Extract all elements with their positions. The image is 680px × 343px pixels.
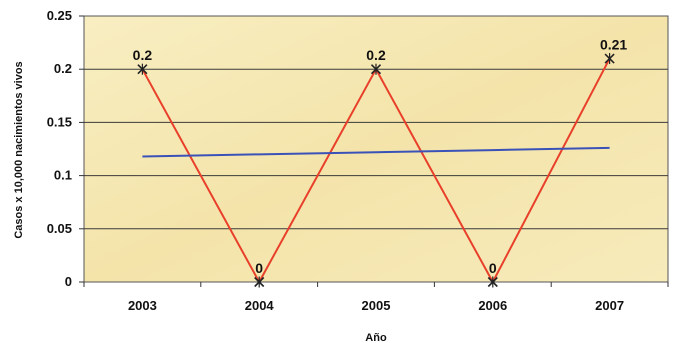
data-point-4 — [604, 53, 615, 65]
data-label-1: 0 — [255, 260, 263, 276]
x-tick-label-1: 2004 — [245, 298, 275, 313]
data-label-0: 0.2 — [133, 47, 153, 63]
y-tick-label-4: 0.2 — [54, 61, 72, 76]
y-tick-labels: 0 0.05 0.1 0.15 0.2 0.25 — [47, 8, 72, 289]
trendline — [142, 146, 610, 158]
data-point-1 — [254, 276, 265, 288]
data-point-0 — [137, 63, 148, 75]
x-tick-label-2: 2005 — [362, 298, 391, 313]
x-tick-labels: 2003 2004 2005 2006 2007 — [83, 282, 669, 313]
data-label-2: 0.2 — [366, 47, 386, 63]
y-tick-label-0: 0 — [65, 274, 72, 289]
y-tick-label-5: 0.25 — [47, 8, 72, 23]
x-tick-label-0: 2003 — [128, 298, 157, 313]
series-group — [137, 53, 615, 288]
data-label-4: 0.21 — [600, 37, 627, 53]
data-label-3: 0 — [489, 260, 497, 276]
y-tick-label-2: 0.1 — [54, 168, 72, 183]
data-point-2 — [370, 63, 382, 75]
y-axis-title: Casos x 10,000 nacimientos vivos — [13, 61, 25, 238]
x-axis-title: Año — [365, 332, 387, 343]
data-labels: 0.2 0 0.2 0 0.21 — [133, 37, 628, 276]
x-tick-label-4: 2007 — [595, 298, 624, 313]
y-tick-label-3: 0.15 — [47, 114, 72, 129]
y-tick-label-1: 0.05 — [47, 221, 72, 236]
x-tick-label-3: 2006 — [478, 298, 507, 313]
data-point-3 — [487, 276, 498, 288]
